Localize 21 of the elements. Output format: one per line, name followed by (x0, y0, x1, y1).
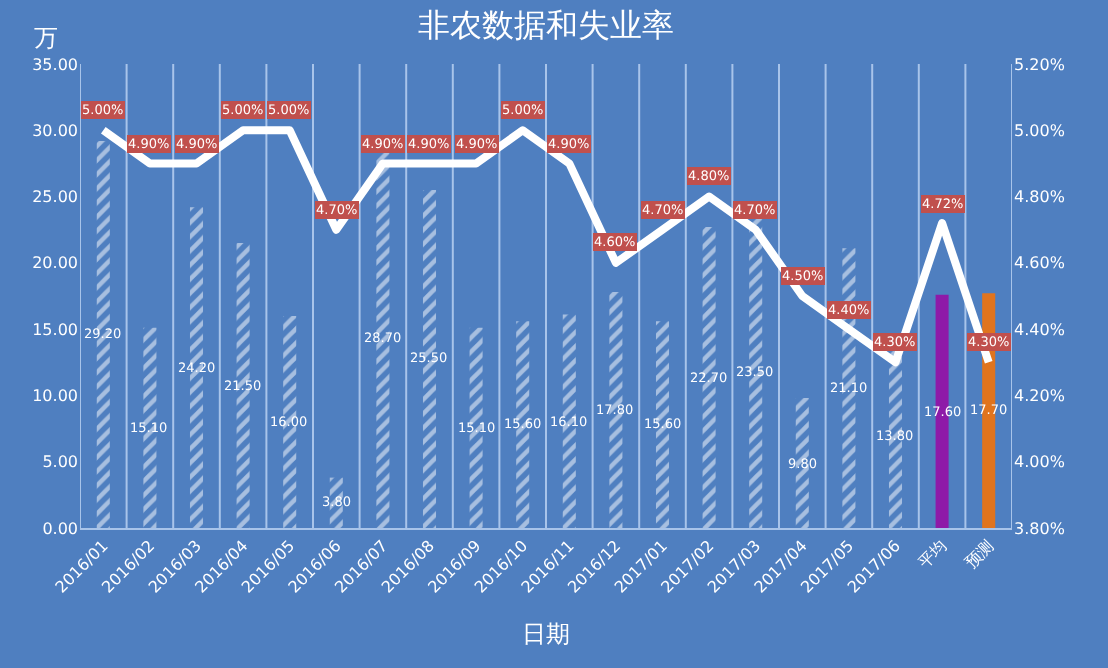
y2-tick-label: 4.40% (1014, 320, 1066, 339)
y2-tick-label: 4.00% (1014, 453, 1066, 472)
y-tick-label: 25.00 (32, 188, 78, 207)
y2-tick-label: 5.20% (1014, 55, 1066, 74)
chart-title: 非农数据和失业率 (418, 6, 674, 44)
y-axis-title: 万 (34, 24, 58, 52)
y-tick-label: 35.00 (32, 55, 78, 74)
y-tick-label: 30.00 (32, 121, 78, 140)
y2-tick-label: 5.00% (1014, 121, 1066, 140)
x-tick-label: 预测 (961, 536, 998, 573)
y-tick-label: 0.00 (42, 519, 78, 538)
y-tick-label: 5.00 (42, 453, 78, 472)
y2-tick-label: 4.80% (1014, 188, 1066, 207)
y2-tick-label: 4.20% (1014, 387, 1066, 406)
x-tick-label: 平均 (915, 536, 951, 573)
y2-tick-label: 3.80% (1014, 519, 1066, 538)
x-axis-title: 日期 (522, 620, 570, 649)
y-tick-label: 20.00 (32, 254, 78, 273)
y-tick-label: 10.00 (32, 387, 78, 406)
y-tick-label: 15.00 (32, 320, 78, 339)
y2-tick-label: 4.60% (1014, 254, 1066, 273)
